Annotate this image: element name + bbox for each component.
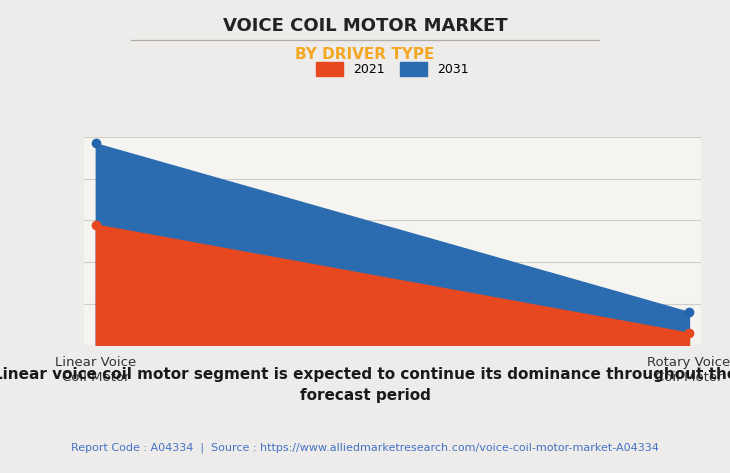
Text: VOICE COIL MOTOR MARKET: VOICE COIL MOTOR MARKET	[223, 17, 507, 35]
Text: Report Code : A04334  |  Source : https://www.alliedmarketresearch.com/voice-coi: Report Code : A04334 | Source : https://…	[71, 442, 659, 453]
Text: BY DRIVER TYPE: BY DRIVER TYPE	[296, 47, 434, 62]
Text: Linear voice coil motor segment is expected to continue its dominance throughout: Linear voice coil motor segment is expec…	[0, 367, 730, 403]
Legend: 2021, 2031: 2021, 2031	[310, 56, 475, 82]
